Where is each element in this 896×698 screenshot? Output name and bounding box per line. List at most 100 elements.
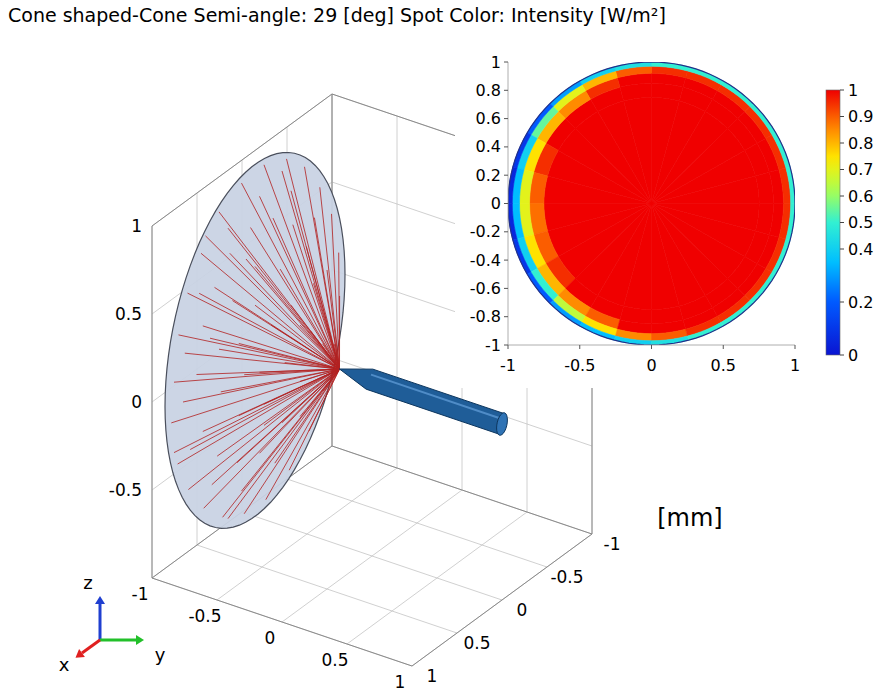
heatmap-cell: [750, 272, 776, 303]
detector-disc: [165, 152, 345, 528]
ray: [246, 259, 340, 369]
heatmap-cell: [772, 133, 790, 168]
tick-label: -0.5: [109, 480, 142, 500]
ray: [204, 369, 340, 508]
grid-line: [152, 226, 153, 578]
axis-line: [152, 226, 153, 578]
triad-label: y: [155, 644, 166, 665]
heatmap-cell: [527, 103, 553, 134]
tick-mark: [504, 345, 508, 346]
ray: [282, 171, 340, 369]
tick-label: -0.8: [470, 307, 501, 326]
ray: [251, 228, 340, 369]
ray: [199, 293, 339, 369]
heatmap-cell: [544, 176, 652, 203]
tick-mark: [840, 355, 844, 356]
axis-line: [152, 578, 412, 666]
heatmap-cell: [513, 133, 531, 168]
ray: [233, 301, 340, 369]
tick-label: 0: [517, 600, 528, 620]
heatmap-cell: [688, 322, 724, 340]
axis-triad: zyx: [59, 572, 166, 675]
tick-label: -1: [132, 584, 149, 604]
triad-label: x: [59, 654, 70, 675]
tick-label: -1: [485, 336, 501, 355]
tick-mark: [840, 249, 844, 250]
tick-mark: [504, 90, 508, 91]
tick-mark: [840, 116, 844, 117]
tick-label: 0.5: [711, 356, 736, 375]
tick-label: 0: [491, 194, 501, 213]
colorbar: [826, 90, 840, 355]
inset-background: [455, 48, 891, 388]
ray: [329, 369, 340, 374]
title: Cone shaped-Cone Semi-angle: 29 [deg] Sp…: [8, 4, 666, 26]
ray: [242, 369, 340, 491]
page: {"chart_data": [ {"type": "rays", "title…: [0, 0, 896, 698]
ray: [178, 369, 340, 464]
triad-y: [100, 639, 136, 642]
tick-label: 0: [131, 392, 142, 412]
axis-line: [332, 446, 592, 534]
tick-label: -0.5: [188, 606, 221, 626]
heatmap-cell: [688, 67, 724, 85]
ray: [190, 369, 339, 450]
tick-label: -1: [604, 534, 621, 554]
tick-label: 1: [491, 53, 501, 72]
heatmap-cell: [652, 204, 760, 231]
grid-line: [242, 512, 502, 600]
tick-mark: [508, 345, 509, 349]
heatmap-cell: [527, 272, 553, 303]
ray: [260, 369, 340, 453]
ray: [185, 353, 340, 369]
tick-mark: [504, 288, 508, 289]
triad-y-head: [136, 635, 144, 645]
ray: [264, 369, 340, 425]
colorbar-label: 1: [848, 81, 858, 100]
tick-label: -0.2: [470, 222, 501, 241]
tick-label: -0.5: [564, 356, 595, 375]
ray: [201, 253, 340, 369]
ray: [203, 369, 340, 431]
tick-label: 0.5: [115, 304, 142, 324]
colorbar-label: 0.6: [848, 187, 873, 206]
triad-x-head: [76, 649, 85, 658]
colorbar-label: 0.5: [848, 213, 873, 232]
tick-mark: [840, 90, 844, 91]
tick-mark: [840, 143, 844, 144]
ray: [275, 369, 340, 463]
ray: [338, 253, 340, 369]
heatmap-cell: [513, 239, 531, 274]
grid-line: [412, 534, 592, 666]
ray: [219, 349, 340, 369]
figure: Cone shaped-Cone Semi-angle: 29 [deg] Sp…: [0, 0, 896, 698]
ray: [255, 305, 340, 369]
spot-inset: 10.80.60.40.20-0.2-0.4-0.6-0.8-1-1-0.500…: [455, 48, 891, 388]
fiber-end: [497, 413, 508, 435]
colorbar-label: 0.4: [848, 240, 873, 259]
colorbar-label: 0.8: [848, 134, 873, 153]
heatmap-cell: [550, 81, 582, 106]
tick-label: -0.5: [550, 567, 583, 587]
ray: [314, 218, 339, 369]
heatmap-cell: [772, 239, 790, 274]
ray: [244, 369, 339, 375]
tick-mark: [723, 345, 724, 349]
grid-line: [287, 479, 547, 567]
tick-mark: [504, 118, 508, 119]
colorbar-label: 0.2: [848, 293, 873, 312]
unit-label: [mm]: [657, 504, 722, 532]
heatmap-cell: [580, 67, 616, 85]
tick-label: 0.2: [476, 166, 501, 185]
heatmap-cell: [721, 301, 753, 326]
ray: [210, 338, 340, 369]
colorbar-label: 0.7: [848, 160, 873, 179]
heatmap-cells: [508, 62, 795, 345]
colorbar-label: 0.9: [848, 107, 873, 126]
triad-z: [99, 604, 102, 640]
heatmap-cell: [624, 204, 652, 310]
tick-label: 0.8: [476, 81, 501, 100]
ray: [221, 369, 340, 392]
tick-label: 1: [131, 216, 142, 236]
heatmap-cell: [652, 97, 680, 203]
